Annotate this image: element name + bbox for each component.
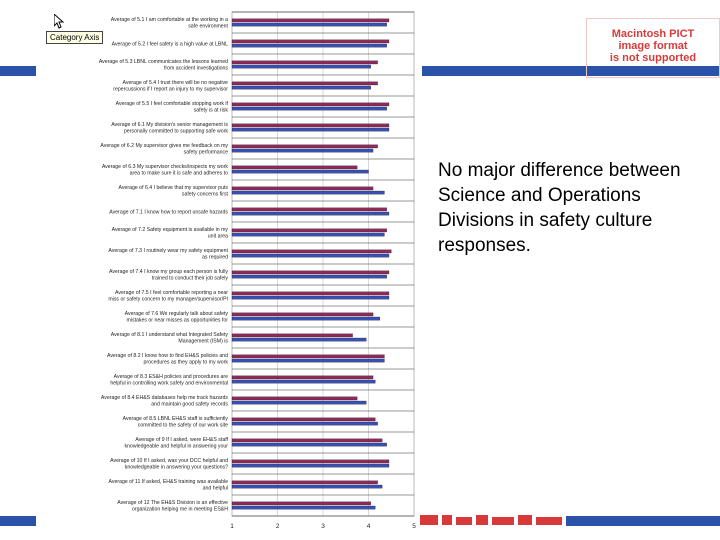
pict-line-3: is not supported bbox=[609, 52, 697, 64]
bar bbox=[231, 396, 358, 401]
category-label: Average of 9 If I asked, were EH&S staff… bbox=[124, 437, 228, 449]
pict-placeholder: Macintosh PICT image format is not suppo… bbox=[588, 28, 718, 64]
bar bbox=[231, 18, 390, 23]
x-tick-label: 3 bbox=[321, 523, 325, 530]
bar bbox=[231, 417, 376, 422]
category-label: Average of 5.4 I trust there will be no … bbox=[113, 80, 228, 92]
bar bbox=[231, 312, 374, 317]
category-label: Average of 5.3 LBNL communicates the les… bbox=[99, 59, 229, 71]
bar bbox=[231, 22, 387, 27]
bar bbox=[231, 144, 378, 149]
category-label: Average of 7.4 I know my group each pers… bbox=[109, 269, 228, 281]
x-tick-label: 2 bbox=[276, 523, 280, 530]
bar bbox=[231, 375, 374, 380]
bar bbox=[231, 232, 385, 237]
bar bbox=[231, 484, 383, 489]
category-label: Average of 6.4 I believe that my supervi… bbox=[119, 185, 229, 197]
bar bbox=[231, 358, 385, 363]
category-label: Average of 5.5 I feel comfortable stoppi… bbox=[116, 101, 229, 113]
bar bbox=[231, 379, 376, 384]
bar bbox=[231, 442, 387, 447]
bar-chart[interactable]: 1 2 3 4 5 Average of 5.1 I am comfortable at … bbox=[36, 8, 420, 532]
bar bbox=[231, 190, 385, 195]
bar bbox=[231, 123, 390, 128]
bar bbox=[231, 501, 371, 506]
bar bbox=[231, 165, 358, 170]
footer-band-right bbox=[566, 516, 720, 526]
bar bbox=[231, 186, 374, 191]
category-label: Average of 6.3 My supervisor checks/insp… bbox=[102, 164, 229, 176]
bar bbox=[231, 274, 387, 279]
chart-container[interactable]: 1 2 3 4 5 Average of 5.1 I am comfortable at … bbox=[36, 8, 420, 532]
bar bbox=[231, 438, 383, 443]
bar bbox=[231, 505, 376, 510]
category-label: Average of 7.2 Safety equipment is avail… bbox=[112, 227, 229, 239]
category-label: Average of 8.2 I know how to find EH&S p… bbox=[107, 353, 228, 365]
bar bbox=[231, 337, 367, 342]
bar bbox=[231, 106, 387, 111]
x-tick-label: 4 bbox=[367, 523, 371, 530]
bar bbox=[231, 421, 378, 426]
category-label: Average of 8.1 I understand what Integra… bbox=[111, 332, 229, 344]
bar bbox=[231, 291, 390, 296]
bar bbox=[231, 127, 390, 132]
bar bbox=[231, 60, 378, 65]
bar bbox=[231, 207, 387, 212]
bar bbox=[231, 316, 381, 321]
category-axis-tooltip: Category Axis bbox=[46, 31, 104, 44]
bar bbox=[231, 228, 387, 233]
bar bbox=[231, 354, 385, 359]
bar bbox=[231, 400, 367, 405]
pict-line-1: Macintosh PICT bbox=[611, 28, 695, 40]
category-label: Average of 8.3 ES&H policies and procedu… bbox=[110, 374, 228, 386]
mouse-cursor-icon bbox=[54, 14, 64, 29]
category-label: Average of 7.3 I routinely wear my safet… bbox=[108, 248, 228, 260]
category-label: Average of 5.1 I am comfortable at the w… bbox=[111, 17, 229, 29]
footer-logo bbox=[418, 515, 562, 525]
category-label: Average of 12 The EH&S Division is an ef… bbox=[117, 500, 228, 512]
category-label: Average of 5.2 I feel safety is a high v… bbox=[112, 41, 229, 47]
bar bbox=[231, 102, 390, 107]
x-tick-label: 5 bbox=[412, 523, 416, 530]
bar bbox=[231, 295, 390, 300]
category-label: Average of 10 If I asked, was your DCC h… bbox=[110, 458, 228, 470]
category-label: Average of 7.5 I feel comfortable report… bbox=[108, 290, 228, 302]
category-label: Average of 11 If asked, EH&S training wa… bbox=[109, 479, 229, 491]
bar bbox=[231, 459, 390, 464]
bar bbox=[231, 333, 353, 338]
bar bbox=[231, 463, 390, 468]
header-band-right bbox=[422, 66, 720, 76]
bar bbox=[231, 253, 390, 258]
bar bbox=[231, 85, 371, 90]
bar bbox=[231, 249, 392, 254]
category-label: Average of 6.1 My division's senior mana… bbox=[111, 122, 228, 134]
x-tick-label: 1 bbox=[230, 523, 234, 530]
bar bbox=[231, 270, 390, 275]
bar bbox=[231, 148, 374, 153]
category-label: Average of 8.4 EH&S databases help me tr… bbox=[101, 395, 228, 407]
pict-line-2: image format bbox=[618, 40, 688, 52]
category-label: Average of 7.6 We regularly talk about s… bbox=[125, 311, 229, 323]
bar bbox=[231, 169, 369, 174]
header-band-left bbox=[0, 66, 36, 76]
footer-band-left bbox=[0, 516, 36, 526]
bar bbox=[231, 43, 387, 48]
bar bbox=[231, 211, 390, 216]
callout-text: No major difference between Science and … bbox=[438, 160, 681, 256]
bar bbox=[231, 64, 371, 69]
category-label: Average of 6.2 My supervisor gives me fe… bbox=[100, 143, 228, 155]
bar bbox=[231, 39, 390, 44]
category-label: Average of 8.5 LBNL EH&S staff is suffic… bbox=[123, 416, 229, 428]
category-label: Average of 7.1 I know how to report unsa… bbox=[109, 209, 228, 215]
bar bbox=[231, 480, 378, 485]
bar bbox=[231, 81, 378, 86]
